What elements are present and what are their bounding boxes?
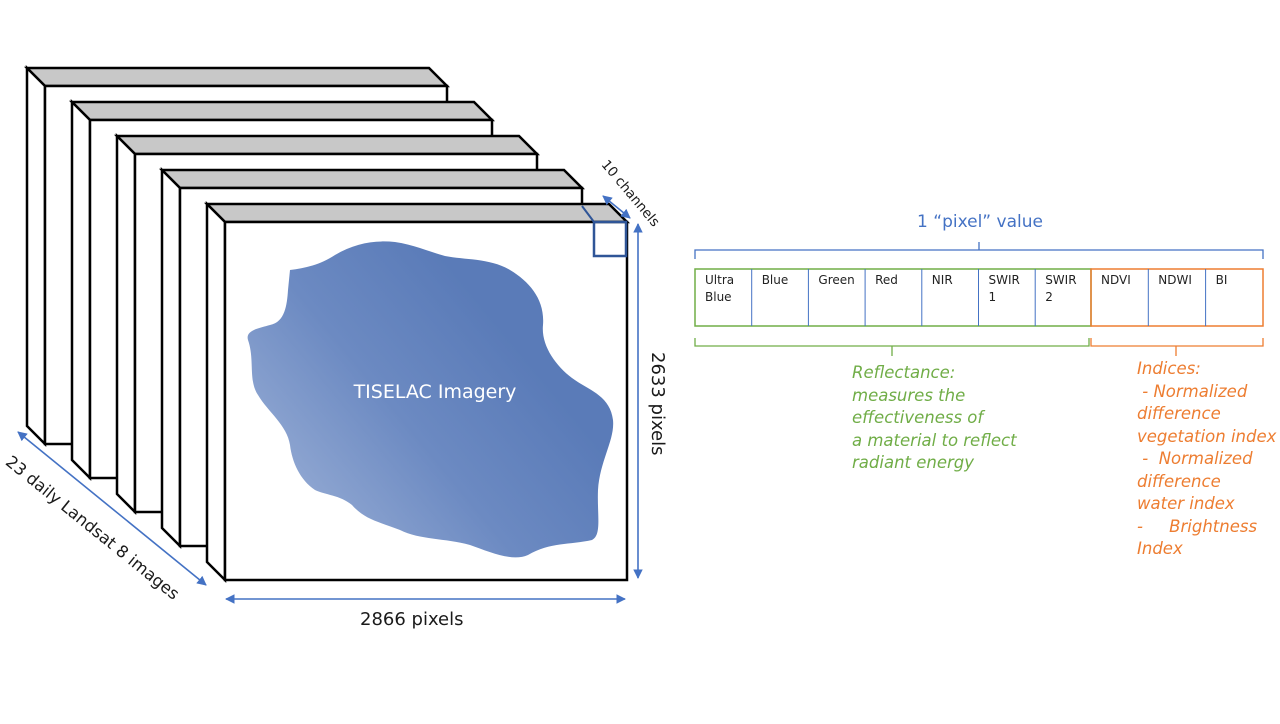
band-cell-reflectance: Red (875, 273, 898, 287)
reflectance-note: Reflectance: measures the effectiveness … (852, 363, 1017, 472)
slab-side-face (115, 132, 137, 516)
slab-top-face (158, 168, 586, 190)
slab-top-face (113, 134, 541, 156)
band-cell-index: NDWI (1158, 273, 1192, 287)
band-cell-reflectance: Green (818, 273, 855, 287)
band-cell-reflectance: NIR (931, 273, 953, 287)
width-label: 2866 pixels (360, 609, 464, 630)
band-cell-reflectance: Ultra Blue (705, 273, 735, 304)
slab-top-face (23, 66, 451, 88)
channel-highlight (592, 220, 628, 258)
slab-side-face (160, 166, 182, 550)
slab-side-face (70, 98, 92, 482)
channel-highlight-edge (581, 205, 595, 223)
band-cell-reflectance: SWIR 1 (988, 273, 1020, 304)
indices-note: Indices: - Normalized difference vegetat… (1137, 359, 1277, 558)
reflectance-brace (694, 338, 1090, 356)
band-cell-reflectance: SWIR 2 (1045, 273, 1077, 304)
pixel-value-brace (694, 242, 1264, 259)
slab-top-face (203, 202, 631, 224)
band-cell-index: BI (1215, 273, 1228, 287)
indices-group-box (1090, 268, 1264, 327)
island-shape (247, 241, 614, 558)
channels-arrow (602, 195, 631, 219)
slab-side-face (25, 64, 47, 448)
indices-brace (1090, 338, 1264, 356)
band-cell-index: NDVI (1101, 273, 1131, 287)
slab-top-face (68, 100, 496, 122)
pixel-value-label: 1 “pixel” value (917, 212, 1043, 232)
imagery-label: TISELAC Imagery (353, 381, 517, 403)
band-cell-reflectance: Blue (761, 273, 789, 287)
slab-side-face (205, 200, 227, 584)
band-table (694, 268, 1264, 327)
stack-arrow (17, 431, 207, 586)
height-label: 2633 pixels (647, 352, 668, 456)
